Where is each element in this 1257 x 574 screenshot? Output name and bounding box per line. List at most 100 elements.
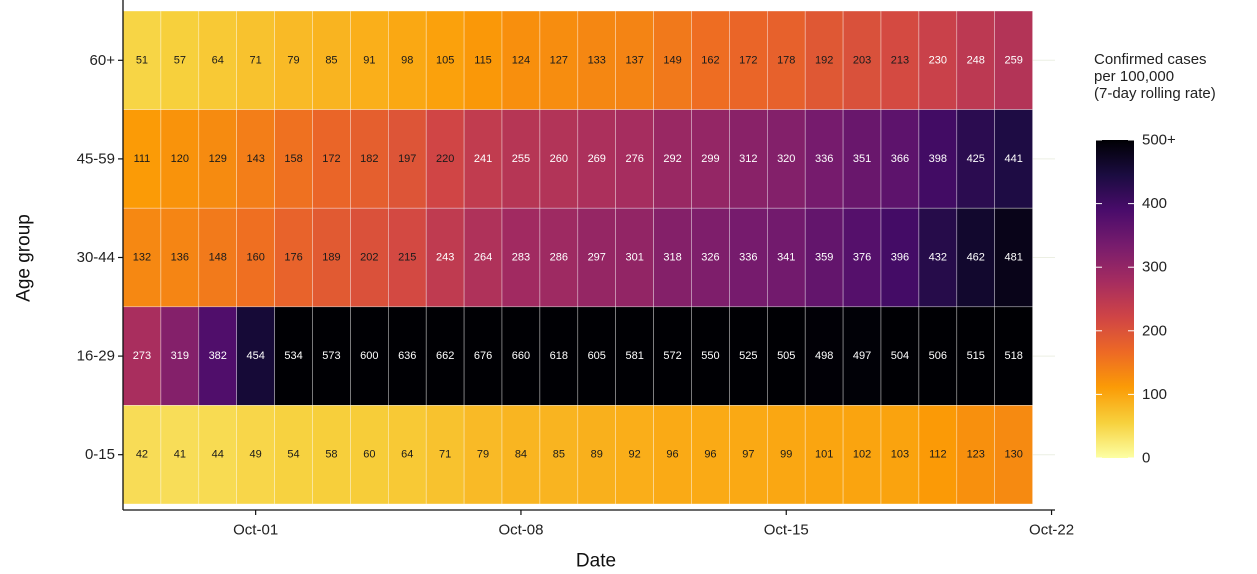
cell-value-label: 618 xyxy=(550,350,568,362)
cell-value-label: 286 xyxy=(550,252,568,264)
cell-value-label: 160 xyxy=(246,252,264,264)
cell-value-label: 276 xyxy=(625,153,643,165)
cell-value-label: 99 xyxy=(780,449,792,461)
heatmap-cell xyxy=(729,109,768,209)
heatmap-cell xyxy=(160,207,200,308)
cell-value-label: 572 xyxy=(663,350,681,362)
cell-value-label: 341 xyxy=(777,252,795,264)
cell-value-label: 504 xyxy=(891,350,909,362)
heatmap-cell xyxy=(729,306,768,406)
cell-value-label: 213 xyxy=(891,54,909,66)
y-tick-label: 45-59 xyxy=(77,150,115,167)
cell-value-label: 605 xyxy=(588,350,606,362)
heatmap-cell xyxy=(956,109,995,209)
heatmap-cell xyxy=(766,306,806,406)
heatmap-cell xyxy=(880,405,920,505)
heatmap-cell xyxy=(312,10,351,110)
cell-value-label: 203 xyxy=(853,54,871,66)
cell-value-label: 51 xyxy=(136,54,148,66)
legend-tick-label: 500+ xyxy=(1142,132,1176,149)
cell-value-label: 241 xyxy=(474,153,492,165)
legend-tick-label: 200 xyxy=(1142,322,1167,339)
cell-value-label: 189 xyxy=(322,252,340,264)
heatmap-cell xyxy=(994,306,1033,406)
heatmap-cell xyxy=(425,10,465,110)
cell-value-label: 132 xyxy=(133,252,151,264)
cell-value-label: 326 xyxy=(701,252,719,264)
heatmap-cell xyxy=(653,405,692,505)
cell-value-label: 60 xyxy=(363,449,375,461)
cell-value-label: 71 xyxy=(439,449,451,461)
cell-value-label: 481 xyxy=(1004,252,1022,264)
axes xyxy=(118,0,1055,515)
cell-value-label: 297 xyxy=(588,252,606,264)
cell-value-label: 92 xyxy=(629,449,641,461)
cell-value-label: 123 xyxy=(967,449,985,461)
cell-value-label: 255 xyxy=(512,153,530,165)
cell-value-label: 454 xyxy=(246,350,264,362)
heatmap-cell xyxy=(804,109,844,209)
cell-value-label: 215 xyxy=(398,252,416,264)
legend-colorbar xyxy=(1096,140,1134,458)
cell-value-label: 534 xyxy=(284,350,302,362)
cell-value-label: 320 xyxy=(777,153,795,165)
heatmap-cell xyxy=(880,306,920,406)
cell-value-label: 172 xyxy=(322,153,340,165)
cell-value-label: 376 xyxy=(853,252,871,264)
x-tick-label: Oct-08 xyxy=(498,522,543,539)
heatmap-cell xyxy=(994,109,1033,209)
heatmap-cell xyxy=(425,306,465,406)
cell-value-label: 351 xyxy=(853,153,871,165)
cell-value-label: 130 xyxy=(1004,449,1022,461)
heatmap-cell xyxy=(766,405,806,505)
heatmap-cell xyxy=(691,405,730,505)
heatmap-cell xyxy=(122,306,162,406)
cell-value-label: 301 xyxy=(625,252,643,264)
cell-value-label: 96 xyxy=(704,449,716,461)
heatmap-cell xyxy=(653,10,692,110)
cell-value-label: 359 xyxy=(815,252,833,264)
cell-value-label: 220 xyxy=(436,153,454,165)
cell-value-label: 515 xyxy=(967,350,985,362)
cell-value-label: 518 xyxy=(1004,350,1022,362)
cell-value-label: 84 xyxy=(515,449,527,461)
cell-value-label: 273 xyxy=(133,350,151,362)
heatmap-cell xyxy=(994,10,1033,110)
heatmap-cell xyxy=(766,10,806,110)
heatmap-cell xyxy=(160,405,200,505)
legend-title-line: (7-day rolling rate) xyxy=(1094,85,1216,102)
heatmap-cell xyxy=(956,207,995,308)
x-tick-label: Oct-01 xyxy=(233,522,278,539)
heatmap-cell xyxy=(880,10,920,110)
heatmap-cell xyxy=(729,405,768,505)
cell-value-label: 230 xyxy=(929,54,947,66)
cell-value-label: 260 xyxy=(550,153,568,165)
cell-value-label: 573 xyxy=(322,350,340,362)
heatmap-cell xyxy=(122,10,162,110)
heatmap-cell xyxy=(918,405,958,505)
heatmap-cell xyxy=(198,306,238,406)
heatmap-cell xyxy=(615,306,654,406)
cell-value-label: 115 xyxy=(474,54,492,66)
heatmap-cell xyxy=(842,109,882,209)
heatmap-cell xyxy=(842,10,882,110)
cell-value-label: 58 xyxy=(325,449,337,461)
cell-value-label: 158 xyxy=(284,153,302,165)
cell-value-label: 103 xyxy=(891,449,909,461)
heatmap-cells xyxy=(122,10,1033,505)
heatmap-cell xyxy=(501,306,541,406)
cell-value-label: 336 xyxy=(815,153,833,165)
cell-value-label: 600 xyxy=(360,350,378,362)
heatmap-cell xyxy=(463,10,503,110)
cell-value-label: 42 xyxy=(136,449,148,461)
x-tick-label: Oct-22 xyxy=(1029,522,1074,539)
cell-value-label: 264 xyxy=(474,252,492,264)
cell-value-label: 497 xyxy=(853,350,871,362)
heatmap-cell xyxy=(463,306,503,406)
heatmap-cell xyxy=(236,10,275,110)
heatmap-cell xyxy=(463,109,503,209)
cell-value-label: 462 xyxy=(967,252,985,264)
heatmap-cell xyxy=(501,109,541,209)
heatmap-cell xyxy=(236,405,275,505)
cell-value-label: 312 xyxy=(739,153,757,165)
